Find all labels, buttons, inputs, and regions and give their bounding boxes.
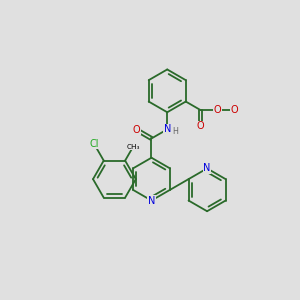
Text: O: O — [214, 105, 221, 115]
Text: N: N — [203, 164, 211, 173]
Text: CH₃: CH₃ — [126, 144, 140, 150]
Text: O: O — [197, 121, 204, 131]
Text: N: N — [164, 124, 171, 134]
Text: H: H — [172, 127, 178, 136]
Text: Cl: Cl — [89, 139, 99, 149]
Text: O: O — [230, 105, 238, 115]
Text: O: O — [133, 125, 140, 135]
Text: N: N — [148, 196, 155, 206]
